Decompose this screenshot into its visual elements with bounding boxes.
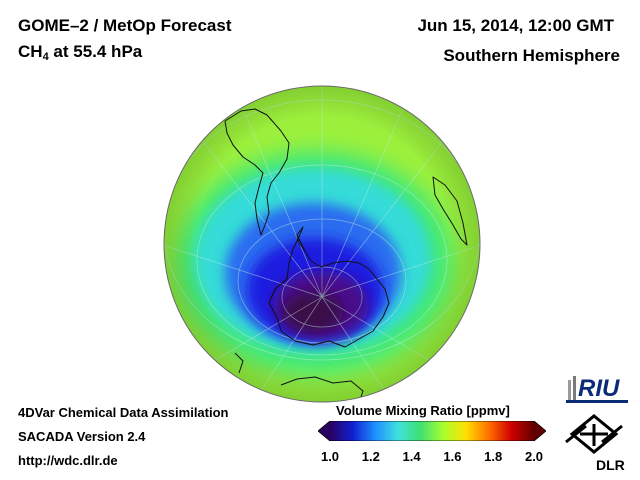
svg-text:RIU: RIU bbox=[578, 375, 620, 402]
footer-url[interactable]: http://wdc.dlr.de bbox=[18, 453, 118, 468]
forecast-datetime: Jun 15, 2014, 12:00 GMT bbox=[417, 16, 614, 35]
colorbar-ramp bbox=[330, 421, 534, 441]
globe-outline bbox=[163, 85, 481, 403]
map-title: GOME–2 / MetOp Forecast bbox=[18, 16, 232, 35]
riu-logo: RIU bbox=[566, 375, 628, 403]
colorbar-over-arrow bbox=[534, 421, 546, 441]
colorbar-under-arrow bbox=[318, 421, 330, 441]
pressure-level: at 55.4 hPa bbox=[48, 42, 143, 61]
footer-method: 4DVar Chemical Data Assimilation bbox=[18, 405, 229, 420]
species-subscript: 4 bbox=[42, 51, 49, 63]
colorbar bbox=[318, 421, 546, 441]
colorbar-tick-label: 1.4 bbox=[402, 449, 421, 464]
colorbar-tick-label: 1.8 bbox=[484, 449, 503, 464]
colorbar-title: Volume Mixing Ratio [ppmv] bbox=[336, 403, 510, 418]
svg-text:DLR: DLR bbox=[596, 457, 625, 473]
colorbar-tick-label: 1.2 bbox=[361, 449, 380, 464]
colorbar-tick-label: 2.0 bbox=[524, 449, 544, 464]
globe-map bbox=[163, 85, 481, 403]
species-name: CH bbox=[18, 42, 43, 61]
hemisphere-label: Southern Hemisphere bbox=[443, 46, 620, 65]
colorbar-tick-label: 1.0 bbox=[320, 449, 340, 464]
colorbar-ticks: 1.0 1.2 1.4 1.6 1.8 2.0 bbox=[318, 449, 546, 465]
footer-version: SACADA Version 2.4 bbox=[18, 429, 146, 444]
globe-shading bbox=[164, 86, 480, 402]
map-subtitle: CH4 at 55.4 hPa bbox=[18, 42, 142, 63]
colorbar-tick-label: 1.6 bbox=[443, 449, 462, 464]
dlr-logo: DLR bbox=[565, 414, 625, 473]
